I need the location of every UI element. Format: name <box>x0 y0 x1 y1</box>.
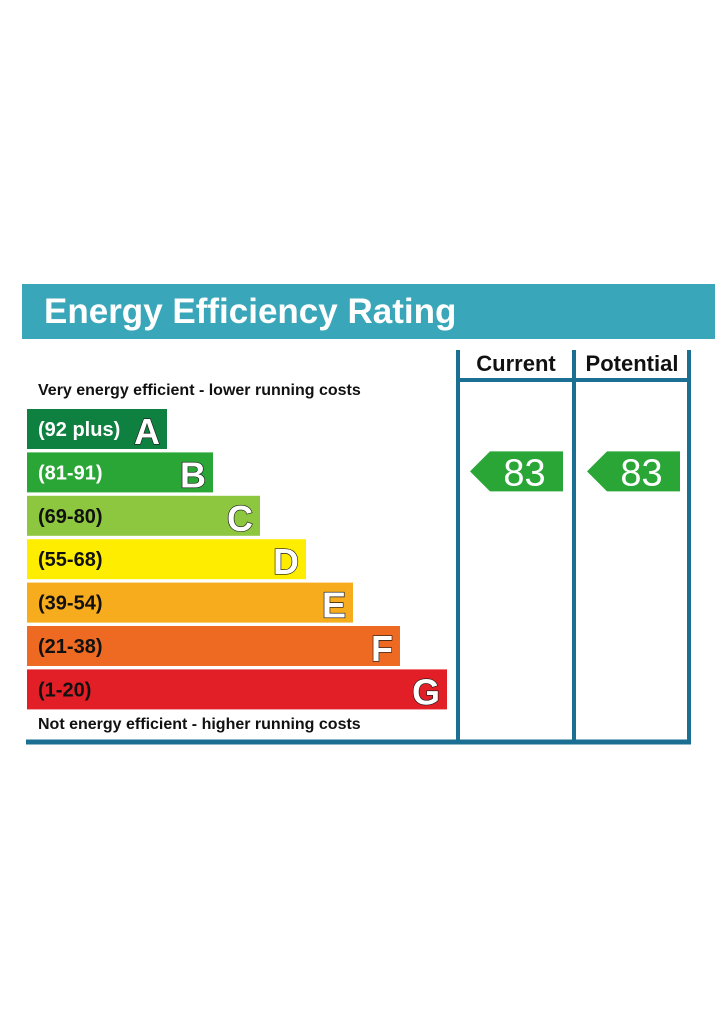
band-bar-b <box>27 452 213 493</box>
band-letter-d: D <box>273 541 299 582</box>
band-range-label: (55-68) <box>38 549 102 571</box>
column-header-current: Current <box>476 351 556 376</box>
band-letter-f: F <box>371 628 393 669</box>
column-header-potential: Potential <box>586 351 679 376</box>
arrow-potential: 83 <box>587 451 680 494</box>
bottom-caption: Not energy efficient - higher running co… <box>38 716 361 733</box>
band-f: (21-38) F <box>27 626 400 670</box>
band-range-label: (1-20) <box>38 679 91 701</box>
band-bar-e <box>27 582 353 623</box>
band-e: (39-54) E <box>27 582 353 626</box>
band-range-label: (21-38) <box>38 636 102 658</box>
arrow-current: 83 <box>470 451 563 494</box>
band-range-label: (81-91) <box>38 462 102 484</box>
arrow-shape-current <box>470 451 563 492</box>
band-bar-d <box>27 539 306 580</box>
band-bar-g <box>27 669 447 710</box>
band-bar-f <box>27 626 400 666</box>
band-bar-c <box>27 495 260 536</box>
band-range-label: (39-54) <box>38 593 102 615</box>
arrow-value-potential: 83 <box>620 452 662 494</box>
band-c: (69-80) C <box>27 495 260 539</box>
arrow-shape-potential <box>587 451 680 492</box>
band-b: (81-91) B <box>27 452 213 496</box>
band-bar-a <box>27 409 167 449</box>
chart-frame <box>26 350 691 745</box>
band-letter-e: E <box>322 585 346 626</box>
band-letter-c: C <box>227 498 253 539</box>
band-letter-g: G <box>412 671 440 712</box>
rating-arrows: 83 83 <box>470 451 680 494</box>
top-caption: Very energy efficient - lower running co… <box>38 382 361 399</box>
band-d: (55-68) D <box>27 539 306 583</box>
band-range-label: (69-80) <box>38 506 102 528</box>
band-a: (92 plus) A <box>27 409 167 453</box>
arrow-value-current: 83 <box>503 452 545 494</box>
chart-title: Energy Efficiency Rating <box>44 292 456 331</box>
band-g: (1-20) G <box>27 669 447 713</box>
rating-bands: (92 plus) A(81-91) B(69-80) C(55-68) D(39-54… <box>27 409 447 713</box>
band-letter-b: B <box>180 454 206 495</box>
title-bar <box>22 284 715 339</box>
band-range-label: (92 plus) <box>38 419 120 441</box>
band-letter-a: A <box>134 411 160 452</box>
